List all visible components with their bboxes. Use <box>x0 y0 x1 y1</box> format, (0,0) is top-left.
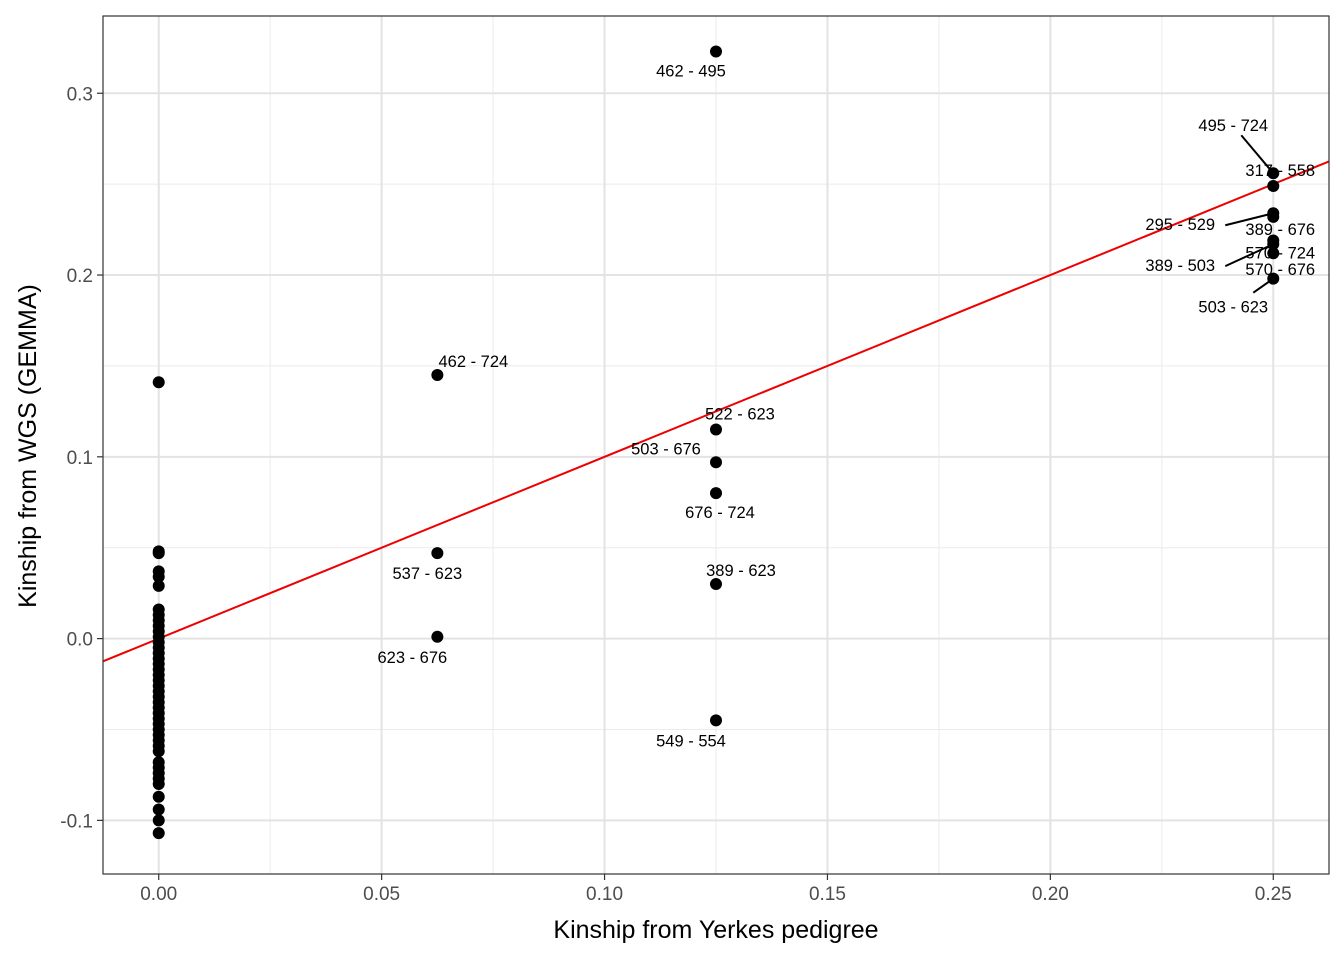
y-tick-label: 0.0 <box>67 630 93 651</box>
data-point <box>1267 167 1280 180</box>
data-point <box>710 487 722 500</box>
point-label: 495 - 724 <box>1198 117 1268 135</box>
minor-grid <box>103 16 1329 874</box>
y-tick-label: 0.1 <box>67 448 93 469</box>
point-label: 295 - 529 <box>1145 216 1215 234</box>
point-label: 522 - 623 <box>705 406 775 424</box>
x-tick-label: 0.15 <box>809 884 846 905</box>
data-point <box>1267 247 1280 260</box>
point-label: 570 - 676 <box>1245 261 1315 279</box>
data-point <box>710 456 722 469</box>
x-axis-title: Kinship from Yerkes pedigree <box>553 916 878 944</box>
data-point <box>152 790 165 803</box>
label-leader-line <box>1224 243 1274 268</box>
label-leader-line <box>1225 212 1274 227</box>
data-point <box>1267 238 1280 251</box>
point-label: 570 - 724 <box>1245 244 1315 262</box>
data-point <box>152 814 165 827</box>
y-axis-ticks: -0.1 0.0 0.1 0.2 0.3 <box>60 84 103 832</box>
data-point <box>710 714 722 727</box>
fit-line-layer <box>102 160 1330 663</box>
point-label: 389 - 623 <box>706 562 776 580</box>
data-point <box>152 547 165 560</box>
data-point <box>152 570 165 583</box>
data-point <box>152 827 165 840</box>
point-label: 462 - 724 <box>438 353 508 371</box>
x-tick-label: 0.05 <box>363 884 400 905</box>
point-label: 503 - 623 <box>1198 299 1268 317</box>
data-points <box>152 45 1280 840</box>
data-point <box>710 578 722 591</box>
y-tick-label: -0.1 <box>60 811 93 832</box>
data-point <box>710 45 722 58</box>
point-label: 389 - 503 <box>1145 257 1215 275</box>
data-point <box>431 369 444 382</box>
point-label: 623 - 676 <box>377 649 447 667</box>
data-point <box>431 630 444 643</box>
data-point <box>152 803 165 816</box>
point-label: 317 - 558 <box>1245 162 1315 180</box>
data-point <box>1267 272 1280 285</box>
x-tick-label: 0.00 <box>140 884 177 905</box>
panel-border <box>102 15 1330 875</box>
y-axis-title: Kinship from WGS (GEMMA) <box>14 284 42 608</box>
point-label: 389 - 676 <box>1245 221 1315 239</box>
data-point <box>710 423 722 436</box>
y-tick-label: 0.2 <box>67 266 93 287</box>
data-point <box>1267 179 1280 192</box>
data-point <box>152 778 165 791</box>
point-label: 676 - 724 <box>685 504 755 522</box>
x-tick-label: 0.20 <box>1032 884 1069 905</box>
data-point <box>431 547 444 560</box>
label-leader-line <box>1240 134 1275 174</box>
x-tick-label: 0.25 <box>1255 884 1292 905</box>
point-labels: 462 - 724 537 - 623 623 - 676 462 - 495 522 … <box>377 62 1315 750</box>
point-label: 537 - 623 <box>392 565 462 583</box>
data-point <box>1267 210 1280 223</box>
data-point <box>152 376 165 389</box>
x-tick-label: 0.10 <box>586 884 623 905</box>
point-label: 503 - 676 <box>631 440 701 458</box>
x-axis-ticks: 0.00 0.05 0.10 0.15 0.20 0.25 <box>140 874 1292 905</box>
data-point <box>152 745 165 758</box>
y-tick-label: 0.3 <box>67 84 93 105</box>
fit-line <box>102 160 1330 663</box>
point-label: 549 - 554 <box>656 732 726 750</box>
point-label: 462 - 495 <box>656 62 726 80</box>
data-point <box>152 579 165 592</box>
